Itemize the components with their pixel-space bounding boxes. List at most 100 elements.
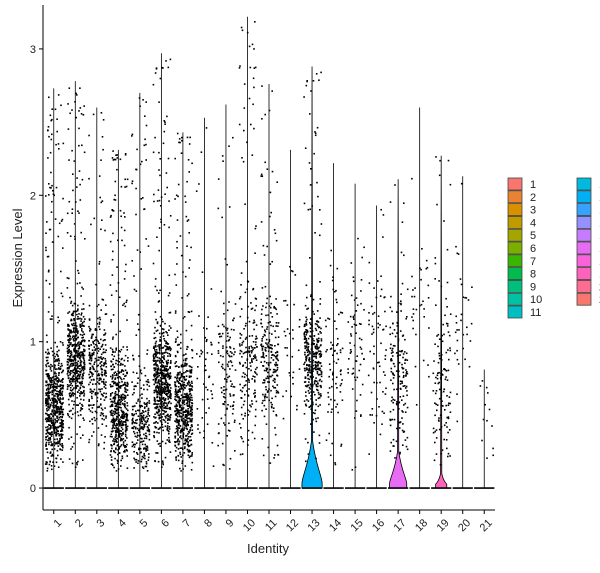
data-point — [70, 372, 72, 374]
violin-group-18 — [410, 107, 430, 488]
data-point — [100, 229, 102, 231]
data-point — [162, 462, 164, 464]
data-point — [155, 319, 157, 321]
data-point — [138, 355, 140, 357]
data-point — [406, 386, 408, 388]
data-point — [419, 267, 421, 269]
data-point — [159, 347, 161, 349]
data-point — [155, 360, 157, 362]
data-point — [169, 394, 171, 396]
data-point — [376, 382, 378, 384]
data-point — [55, 434, 57, 436]
data-point — [101, 346, 103, 348]
data-point — [318, 406, 320, 408]
data-point — [102, 299, 104, 301]
data-point — [112, 369, 114, 371]
data-point — [102, 423, 104, 425]
data-point — [70, 410, 72, 412]
data-point — [118, 377, 120, 379]
data-point — [88, 348, 90, 350]
data-point — [185, 397, 187, 399]
data-point — [142, 423, 144, 425]
data-point — [223, 396, 225, 398]
data-point — [255, 228, 257, 230]
data-point — [112, 412, 114, 414]
data-point — [376, 297, 378, 299]
data-point — [50, 152, 52, 154]
data-point — [136, 442, 138, 444]
data-point — [373, 287, 375, 289]
data-point — [69, 395, 71, 397]
data-point — [115, 430, 117, 432]
violin-group-9 — [216, 105, 236, 489]
data-point — [439, 338, 441, 340]
data-point — [164, 416, 166, 418]
data-point — [77, 411, 79, 413]
data-point — [83, 316, 85, 318]
data-point — [167, 423, 169, 425]
data-point — [177, 344, 179, 346]
data-point — [174, 411, 176, 413]
data-point — [178, 396, 180, 398]
data-point — [158, 432, 160, 434]
data-point — [311, 325, 313, 327]
data-point — [69, 336, 71, 338]
data-point — [155, 311, 157, 313]
data-point — [191, 349, 193, 351]
data-point — [94, 389, 96, 391]
data-point — [354, 299, 356, 301]
data-point — [81, 318, 83, 320]
data-point — [447, 379, 449, 381]
data-point — [192, 429, 194, 431]
data-point — [112, 381, 114, 383]
data-point — [342, 399, 344, 401]
data-point — [46, 442, 48, 444]
data-point — [47, 426, 49, 428]
data-point — [443, 391, 445, 393]
data-point — [167, 383, 169, 385]
data-point — [320, 370, 322, 372]
data-point — [96, 400, 98, 402]
data-point — [310, 184, 312, 186]
data-point — [299, 368, 301, 370]
data-point — [45, 439, 47, 441]
data-point — [224, 378, 226, 380]
data-point — [170, 350, 172, 352]
data-point — [100, 378, 102, 380]
data-point — [177, 381, 179, 383]
data-point — [137, 400, 139, 402]
data-point — [336, 345, 338, 347]
data-point — [181, 438, 183, 440]
data-point — [144, 139, 146, 141]
data-point — [121, 385, 123, 387]
data-point — [400, 388, 402, 390]
data-point — [372, 408, 374, 410]
data-point — [264, 416, 266, 418]
data-point — [57, 380, 59, 382]
data-point — [100, 398, 102, 400]
data-point — [175, 414, 177, 416]
data-point — [267, 376, 269, 378]
data-point — [273, 411, 275, 413]
data-point — [146, 353, 148, 355]
data-point — [149, 434, 151, 436]
data-point — [100, 404, 102, 406]
data-point — [156, 394, 158, 396]
data-point — [122, 403, 124, 405]
data-point — [309, 379, 311, 381]
data-point — [373, 422, 375, 424]
data-point — [126, 301, 128, 303]
data-point — [54, 353, 56, 355]
data-point — [307, 369, 309, 371]
data-point — [111, 431, 113, 433]
data-point — [68, 159, 70, 161]
data-point — [163, 338, 165, 340]
data-point — [143, 453, 145, 455]
data-point — [69, 340, 71, 342]
data-point — [160, 372, 162, 374]
data-point — [255, 341, 257, 343]
data-point — [175, 310, 177, 312]
data-point — [252, 376, 254, 378]
data-point — [307, 372, 309, 374]
data-point — [304, 336, 306, 338]
